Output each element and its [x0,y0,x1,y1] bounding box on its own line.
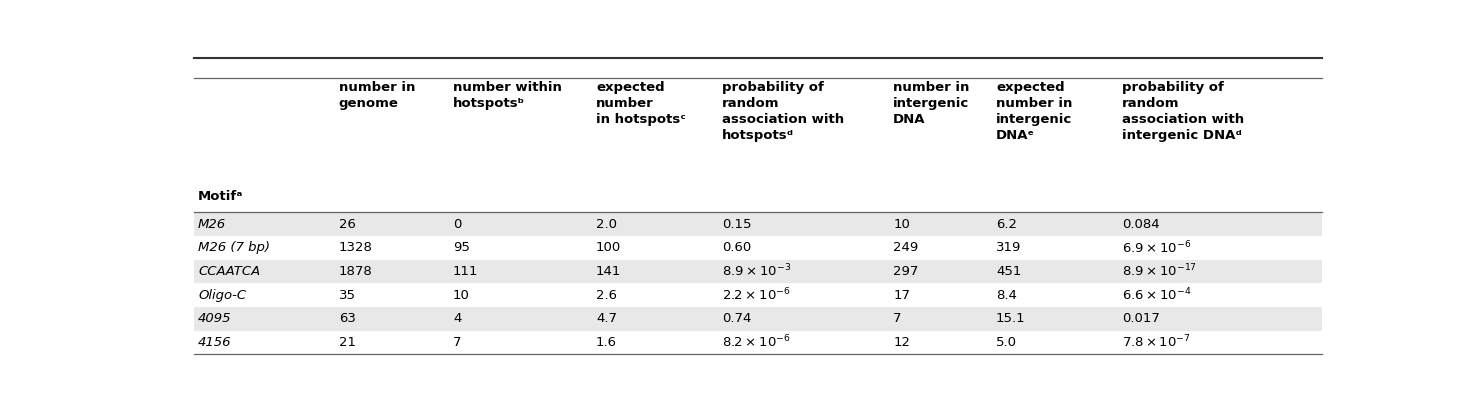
Text: 0: 0 [453,217,462,230]
Text: 100: 100 [596,241,621,254]
Text: 5.0: 5.0 [996,336,1016,349]
Text: 4095: 4095 [198,312,232,325]
Text: probability of
random
association with
intergenic DNAᵈ: probability of random association with i… [1122,81,1243,142]
Text: number in
genome: number in genome [339,81,414,110]
Text: 4156: 4156 [198,336,232,349]
Text: 12: 12 [894,336,910,349]
Text: $6.9\times10^{-6}$: $6.9\times10^{-6}$ [1122,239,1192,256]
Bar [193,307,1322,330]
Text: 141: 141 [596,265,621,278]
Text: 8.4: 8.4 [996,289,1016,302]
Text: 10: 10 [453,289,471,302]
Text: expected
number in
intergenic
DNAᵉ: expected number in intergenic DNAᵉ [996,81,1072,142]
Text: probability of
random
association with
hotspotsᵈ: probability of random association with h… [721,81,844,142]
Text: 95: 95 [453,241,471,254]
Text: $8.9\times10^{-3}$: $8.9\times10^{-3}$ [721,263,791,280]
Text: 7: 7 [453,336,462,349]
Text: 4.7: 4.7 [596,312,617,325]
Bar [193,330,1322,354]
Text: 0.60: 0.60 [721,241,751,254]
Text: 63: 63 [339,312,355,325]
Text: 15.1: 15.1 [996,312,1025,325]
Text: 2.6: 2.6 [596,289,617,302]
Text: 1328: 1328 [339,241,373,254]
Text: expected
number
in hotspotsᶜ: expected number in hotspotsᶜ [596,81,686,126]
Text: 1878: 1878 [339,265,373,278]
Text: number in
intergenic
DNA: number in intergenic DNA [894,81,969,126]
Text: CCAATCA: CCAATCA [198,265,261,278]
Text: 297: 297 [894,265,919,278]
Text: 249: 249 [894,241,919,254]
Text: 2.0: 2.0 [596,217,617,230]
Bar [193,236,1322,260]
Text: 111: 111 [453,265,478,278]
Text: 17: 17 [894,289,910,302]
Text: $8.2\times10^{-6}$: $8.2\times10^{-6}$ [721,334,791,351]
Text: number within
hotspotsᵇ: number within hotspotsᵇ [453,81,562,110]
Text: Oligo-C: Oligo-C [198,289,246,302]
Bar [193,212,1322,236]
Text: $2.2\times10^{-6}$: $2.2\times10^{-6}$ [721,287,791,303]
Bar [193,283,1322,307]
Text: M26 (7 bp): M26 (7 bp) [198,241,270,254]
Text: 0.15: 0.15 [721,217,751,230]
Text: 4: 4 [453,312,462,325]
Text: 0.74: 0.74 [721,312,751,325]
Text: 319: 319 [996,241,1021,254]
Text: Motifᵃ: Motifᵃ [198,190,243,203]
Text: 0.017: 0.017 [1122,312,1159,325]
Text: 6.2: 6.2 [996,217,1016,230]
Text: 1.6: 1.6 [596,336,617,349]
Text: $7.8\times10^{-7}$: $7.8\times10^{-7}$ [1122,334,1190,351]
Text: 451: 451 [996,265,1021,278]
Text: 35: 35 [339,289,355,302]
Text: 10: 10 [894,217,910,230]
Text: $8.9\times10^{-17}$: $8.9\times10^{-17}$ [1122,263,1196,280]
Text: $6.6\times10^{-4}$: $6.6\times10^{-4}$ [1122,287,1192,303]
Bar [193,260,1322,283]
Text: M26: M26 [198,217,226,230]
Text: 21: 21 [339,336,355,349]
Text: 26: 26 [339,217,355,230]
Text: 0.084: 0.084 [1122,217,1159,230]
Text: 7: 7 [894,312,901,325]
